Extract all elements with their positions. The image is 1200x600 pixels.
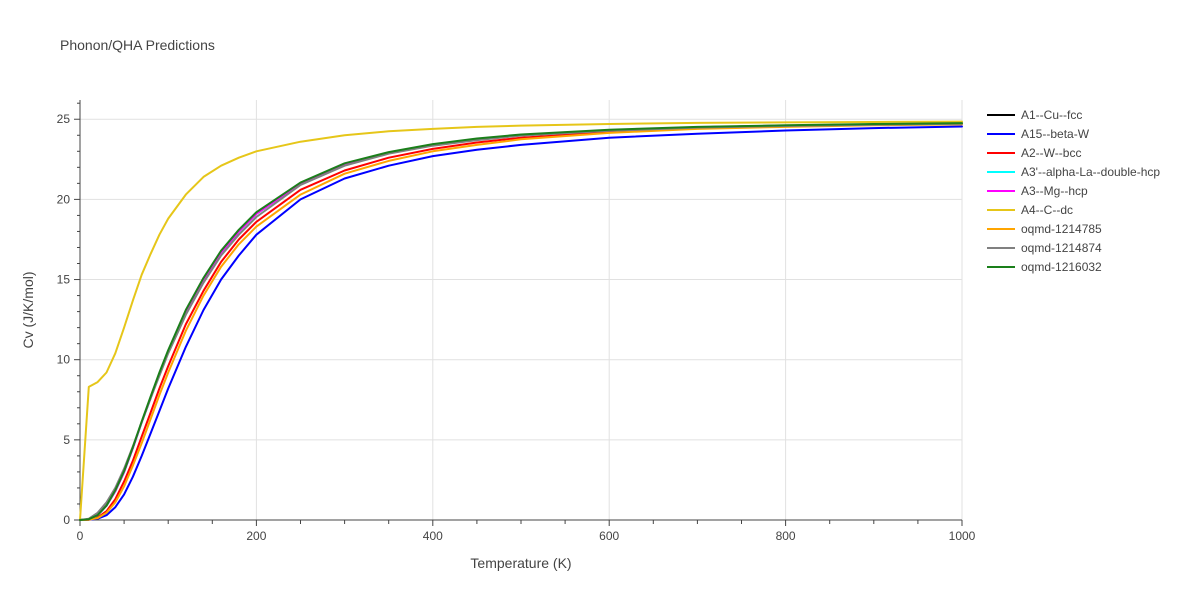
legend-label: A15--beta-W [1021,127,1090,141]
grid [80,100,963,520]
y-tick-label: 0 [63,513,70,527]
legend: A1--Cu--fcc A15--beta-W A2--W--bcc A3'--alp… [987,108,1160,274]
series-line-1 [79,122,963,521]
x-tick-label: 400 [423,529,443,543]
legend-item[interactable]: A4--C--dc [987,203,1073,217]
legend-label: A3--Mg--hcp [1021,184,1088,198]
legend-item[interactable]: A1--Cu--fcc [987,108,1082,122]
y-tick-label: 15 [57,273,71,287]
legend-item[interactable]: A3--Mg--hcp [987,184,1088,198]
legend-label: A4--C--dc [1021,203,1073,217]
series-line-6 [79,120,963,521]
series-line-4 [79,122,963,521]
legend-item[interactable]: oqmd-1214874 [987,241,1102,255]
axes [74,100,963,526]
tick-labels: 0 200 400 600 800 1000 0 5 10 15 20 25 [57,112,976,543]
series-line-5 [79,122,963,521]
series-line-7 [79,123,963,521]
y-tick-label: 5 [63,433,70,447]
legend-item[interactable]: A3'--alpha-La--double-hcp [987,165,1160,179]
x-tick-label: 0 [77,529,84,543]
x-tick-label: 800 [776,529,796,543]
legend-label: A1--Cu--fcc [1021,108,1082,122]
legend-item[interactable]: A2--W--bcc [987,146,1081,160]
legend-label: oqmd-1214874 [1021,241,1102,255]
x-tick-label: 1000 [949,529,976,543]
series-line-2 [79,125,963,521]
y-tick-label: 25 [57,112,71,126]
series-line-3 [79,123,963,521]
x-axis-title: Temperature (K) [470,555,571,571]
series-line-9 [79,122,963,521]
y-tick-label: 20 [57,192,71,206]
legend-item[interactable]: oqmd-1214785 [987,222,1102,236]
x-tick-label: 600 [599,529,619,543]
legend-item[interactable]: oqmd-1216032 [987,260,1102,274]
x-tick-label: 200 [246,529,266,543]
series-lines [79,120,963,521]
y-tick-label: 10 [57,353,71,367]
series-line-8 [79,122,963,521]
chart-title: Phonon/QHA Predictions [60,37,215,53]
legend-item[interactable]: A15--beta-W [987,127,1090,141]
legend-label: oqmd-1214785 [1021,222,1102,236]
y-axis-title: Cv (J/K/mol) [20,272,36,349]
legend-label: A2--W--bcc [1021,146,1081,160]
legend-label: A3'--alpha-La--double-hcp [1021,165,1160,179]
legend-label: oqmd-1216032 [1021,260,1102,274]
